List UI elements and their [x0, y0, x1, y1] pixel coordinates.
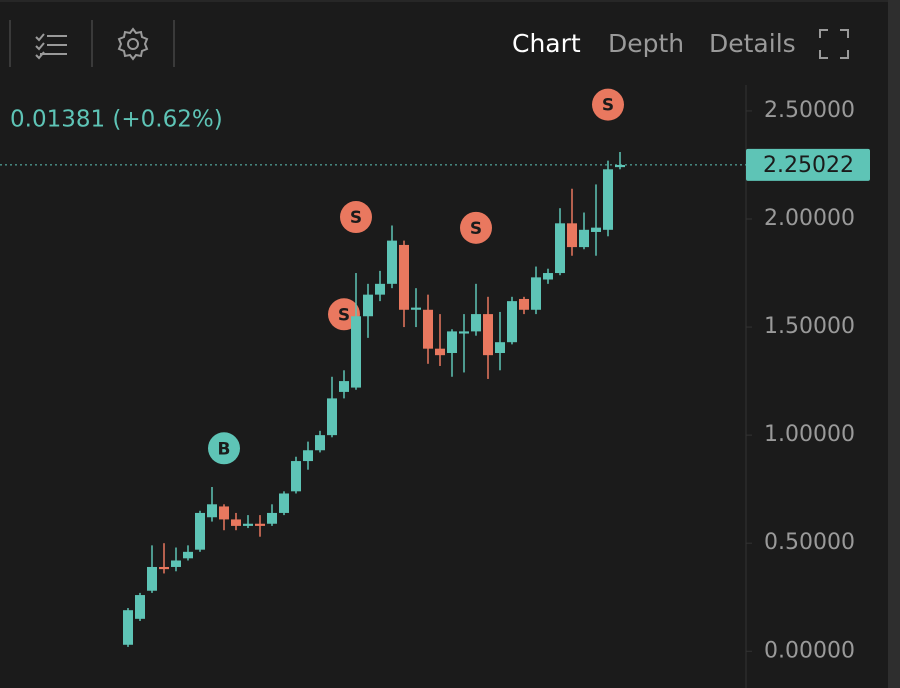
last-price-box	[746, 148, 870, 181]
candle-body	[195, 512, 205, 550]
signal-marker	[340, 201, 372, 234]
candle-body	[291, 461, 301, 492]
fullscreen-icon[interactable]	[819, 29, 849, 59]
candle-body	[519, 298, 529, 310]
last-price-label: 2.25022	[763, 153, 854, 178]
indicators-icon[interactable]	[35, 33, 67, 60]
y-tick-label: 1.50000	[764, 314, 855, 339]
y-tick-label: 2.50000	[764, 98, 855, 123]
candle-body	[159, 566, 169, 570]
candle-body	[375, 283, 385, 295]
candle-body	[363, 294, 373, 317]
candle-body	[483, 314, 493, 356]
plot: 0.00000 0.50000 1.00000 1.50000 2.00000 2.500…	[0, 88, 870, 663]
signal-label: S	[602, 96, 614, 116]
candle-body	[219, 506, 229, 520]
candle-body	[183, 551, 193, 559]
candle-body	[435, 348, 445, 356]
price-change: 0.01381 (+0.62%)	[10, 107, 223, 133]
tab[interactable]: Depth	[608, 29, 684, 58]
settings-icon[interactable]	[117, 27, 149, 61]
tabs: Chart Depth Details	[512, 29, 796, 58]
y-tick-label: 0.00000	[764, 638, 855, 663]
candle-body	[615, 164, 625, 168]
signal-marker	[592, 88, 624, 121]
candle-body	[231, 519, 241, 526]
candle-body	[399, 244, 409, 310]
signal-marker	[208, 432, 240, 465]
candle-body	[507, 301, 517, 343]
signal-label: B	[218, 439, 231, 459]
candle-body	[447, 331, 457, 353]
candle-body	[315, 435, 325, 451]
right-border	[888, 0, 900, 688]
candle-body	[543, 273, 553, 280]
candle-body	[339, 381, 349, 392]
candle-body	[591, 227, 601, 232]
candle-body	[531, 277, 541, 310]
candle-body	[171, 560, 181, 567]
signal-marker	[460, 211, 492, 244]
candle-body	[351, 316, 361, 388]
candle-body	[495, 342, 505, 353]
candle-body	[579, 229, 589, 248]
signal-label: S	[470, 219, 482, 239]
y-tick-label: 1.00000	[764, 422, 855, 447]
candle-body	[303, 450, 313, 462]
y-tick-label: 2.00000	[764, 206, 855, 231]
signal-label: S	[338, 305, 350, 325]
candle-body	[459, 331, 469, 334]
candle-body	[243, 523, 253, 526]
candle-body	[327, 398, 337, 436]
candle-body	[207, 504, 217, 518]
candle-body	[147, 566, 157, 591]
candle-body	[267, 512, 277, 524]
candle-body	[123, 610, 133, 645]
candle-body	[603, 169, 613, 230]
candle-body	[471, 314, 481, 332]
signal-label: S	[350, 208, 362, 228]
candle-body	[279, 493, 289, 513]
y-tick-label: 0.50000	[764, 530, 855, 555]
candle-body	[567, 223, 577, 248]
candle-body	[411, 307, 421, 310]
candle-body	[135, 595, 145, 619]
tab[interactable]: Details	[709, 29, 796, 58]
candle-body	[387, 240, 397, 284]
candle-body	[423, 309, 433, 349]
candle-body	[255, 523, 265, 526]
candle-body	[555, 223, 565, 274]
tab[interactable]: Chart	[512, 29, 581, 58]
